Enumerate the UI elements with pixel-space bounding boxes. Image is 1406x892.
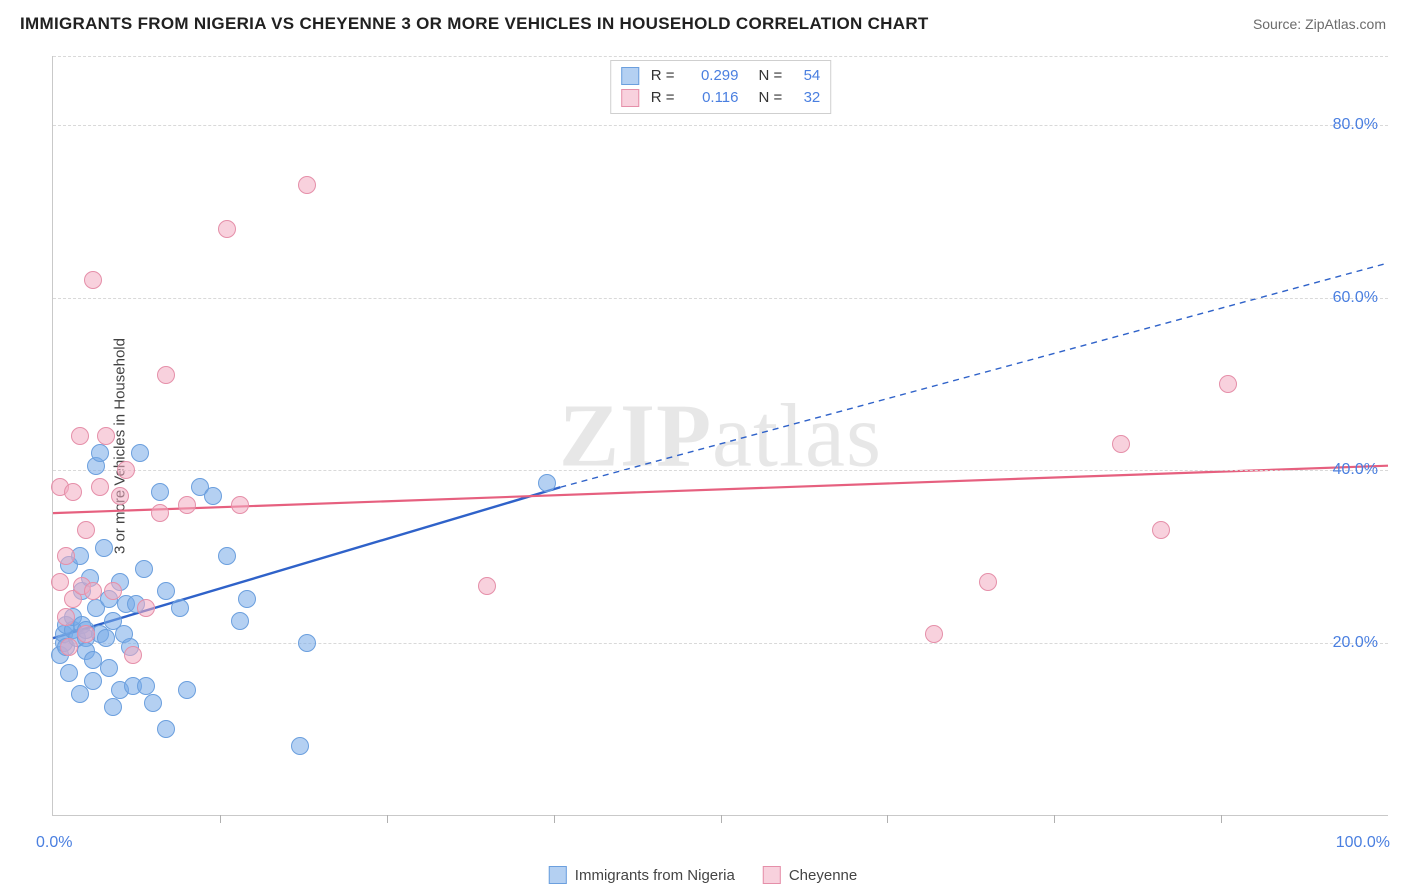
data-point (57, 547, 75, 565)
data-point (478, 577, 496, 595)
y-tick-label: 60.0% (1333, 289, 1378, 307)
data-point (104, 698, 122, 716)
n-value-nigeria: 54 (794, 65, 820, 87)
legend-item-nigeria: Immigrants from Nigeria (549, 866, 735, 884)
data-point (137, 677, 155, 695)
watermark: ZIPatlas (559, 384, 882, 487)
data-point (100, 659, 118, 677)
x-tick (887, 815, 888, 823)
x-tick (1221, 815, 1222, 823)
trend-lines-layer (53, 56, 1388, 815)
data-point (137, 599, 155, 617)
data-point (51, 573, 69, 591)
data-point (95, 539, 113, 557)
data-point (298, 634, 316, 652)
data-point (157, 720, 175, 738)
x-tick (387, 815, 388, 823)
data-point (178, 681, 196, 699)
data-point (91, 478, 109, 496)
legend-swatch-cheyenne-b (763, 866, 781, 884)
correlation-legend: R = 0.299 N = 54 R = 0.116 N = 32 (610, 60, 832, 114)
gridline (53, 643, 1388, 644)
data-point (979, 573, 997, 591)
data-point (151, 483, 169, 501)
x-tick (1054, 815, 1055, 823)
data-point (71, 427, 89, 445)
data-point (64, 483, 82, 501)
data-point (84, 271, 102, 289)
legend-row-nigeria: R = 0.299 N = 54 (621, 65, 821, 87)
data-point (104, 582, 122, 600)
data-point (231, 612, 249, 630)
data-point (144, 694, 162, 712)
data-point (204, 487, 222, 505)
gridline (53, 298, 1388, 299)
chart-title: IMMIGRANTS FROM NIGERIA VS CHEYENNE 3 OR… (20, 14, 929, 34)
gridline (53, 56, 1388, 57)
data-point (84, 582, 102, 600)
y-tick-label: 40.0% (1333, 461, 1378, 479)
data-point (124, 646, 142, 664)
data-point (60, 664, 78, 682)
data-point (925, 625, 943, 643)
data-point (60, 638, 78, 656)
data-point (218, 220, 236, 238)
data-point (538, 474, 556, 492)
data-point (151, 504, 169, 522)
data-point (238, 590, 256, 608)
plot-area: ZIPatlas R = 0.299 N = 54 R = 0.116 N = … (52, 56, 1388, 816)
x-tick-label: 100.0% (1336, 834, 1390, 852)
gridline (53, 470, 1388, 471)
legend-swatch-nigeria (621, 67, 639, 85)
series-legend: Immigrants from Nigeria Cheyenne (549, 866, 857, 884)
source-attribution: Source: ZipAtlas.com (1253, 16, 1386, 32)
y-tick-label: 20.0% (1333, 634, 1378, 652)
data-point (57, 608, 75, 626)
data-point (1112, 435, 1130, 453)
data-point (157, 582, 175, 600)
data-point (231, 496, 249, 514)
data-point (97, 629, 115, 647)
chart-header: IMMIGRANTS FROM NIGERIA VS CHEYENNE 3 OR… (20, 14, 1386, 34)
x-tick (220, 815, 221, 823)
data-point (157, 366, 175, 384)
legend-row-cheyenne: R = 0.116 N = 32 (621, 87, 821, 109)
legend-swatch-nigeria-b (549, 866, 567, 884)
r-value-cheyenne: 0.116 (683, 87, 739, 109)
data-point (178, 496, 196, 514)
data-point (218, 547, 236, 565)
gridline (53, 125, 1388, 126)
data-point (298, 176, 316, 194)
data-point (171, 599, 189, 617)
data-point (77, 521, 95, 539)
data-point (84, 672, 102, 690)
data-point (135, 560, 153, 578)
data-point (1152, 521, 1170, 539)
r-value-nigeria: 0.299 (683, 65, 739, 87)
data-point (77, 625, 95, 643)
data-point (117, 461, 135, 479)
data-point (91, 444, 109, 462)
data-point (111, 487, 129, 505)
x-tick (554, 815, 555, 823)
x-tick-label: 0.0% (36, 834, 72, 852)
y-tick-label: 80.0% (1333, 116, 1378, 134)
legend-item-cheyenne: Cheyenne (763, 866, 857, 884)
data-point (131, 444, 149, 462)
n-value-cheyenne: 32 (794, 87, 820, 109)
data-point (1219, 375, 1237, 393)
legend-swatch-cheyenne (621, 89, 639, 107)
data-point (97, 427, 115, 445)
data-point (291, 737, 309, 755)
x-tick (721, 815, 722, 823)
